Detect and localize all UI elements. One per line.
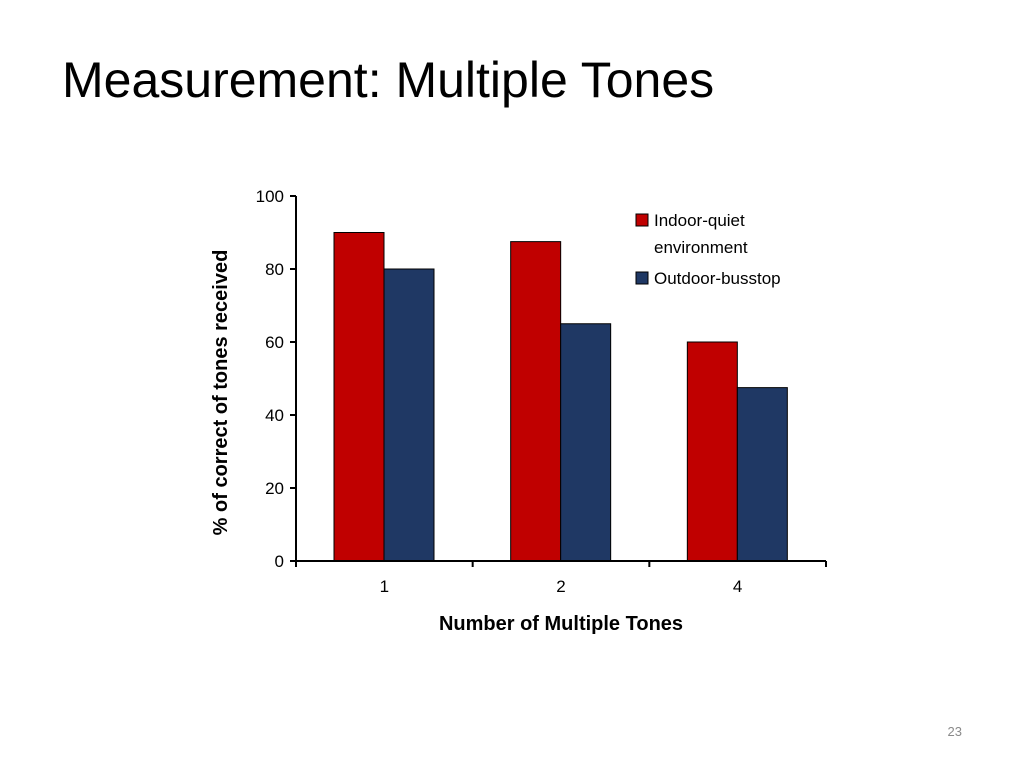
slide-number: 23 [947,724,962,739]
bar-indoor-4 [686,341,738,562]
y-tick-label-20: 20 [265,479,284,498]
axes-group [295,196,826,562]
x-tick-label-4: 4 [733,577,742,596]
legend: Indoor-quiet environment Outdoor-busstop [635,211,781,288]
bars-group [333,232,788,562]
legend-label-outdoor: Outdoor-busstop [654,269,781,288]
y-tick-label-80: 80 [265,260,284,279]
bar-outdoor-4 [736,387,788,562]
legend-swatch-indoor [635,213,649,227]
y-axis-title: % of correct of tones received [210,250,232,536]
y-tick-label-60: 60 [265,333,284,352]
bar-outdoor-2 [560,323,612,562]
legend-label-indoor-line1: Indoor-quiet [654,211,745,230]
legend-swatch-outdoor [635,271,649,285]
slide-title: Measurement: Multiple Tones [62,52,715,108]
x-axis-title: Number of Multiple Tones [439,613,683,635]
ticks-group: 0 20 40 60 80 100 1 2 4 [256,187,827,596]
bar-indoor-1 [333,232,385,562]
y-tick-label-0: 0 [275,552,284,571]
y-tick-label-100: 100 [256,187,284,206]
bar-indoor-2 [510,241,562,562]
x-tick-label-2: 2 [556,577,565,596]
x-tick-label-1: 1 [380,577,389,596]
bar-outdoor-1 [383,268,435,562]
legend-label-indoor-line2: environment [654,238,748,257]
y-tick-label-40: 40 [265,406,284,425]
